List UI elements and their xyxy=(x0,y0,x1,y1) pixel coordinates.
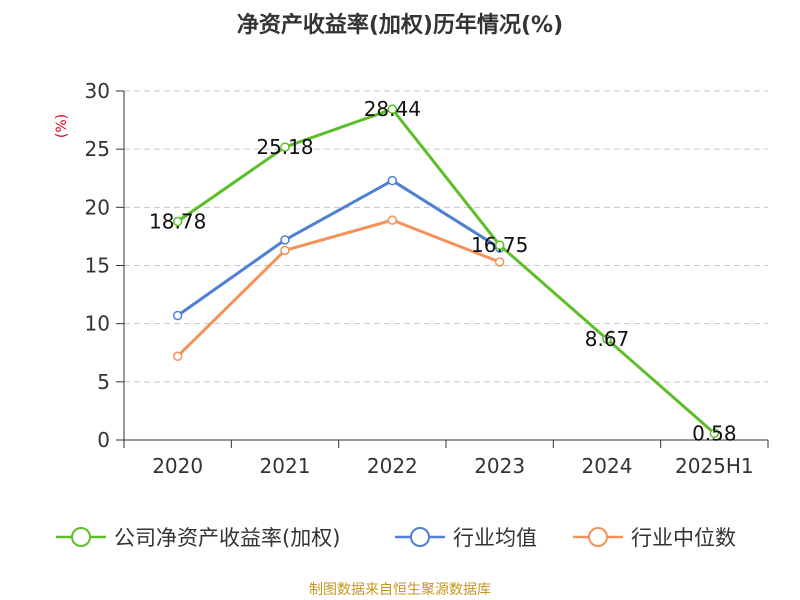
series-1-point-2022 xyxy=(387,175,398,186)
data-label-2025H1: 0.58 xyxy=(692,421,737,445)
gridlines xyxy=(124,90,768,383)
x-tick-label-2021: 2021 xyxy=(260,454,311,478)
source-note: 制图数据来自恒生聚源数据库 xyxy=(309,582,491,598)
legend-marker-0 xyxy=(71,527,91,547)
series-line-1 xyxy=(176,179,501,317)
x-tick-label-2025H1: 2025H1 xyxy=(675,454,754,478)
data-labels: 18.78 25.18 28.44 16.75 8.67 0.58 xyxy=(149,97,737,445)
axes: 0 5 10 15 20 25 30 2020 2021 2022 2023 2024 2025H1 xyxy=(85,79,769,478)
series-2-point-2021 xyxy=(280,245,290,256)
series-1-point-2021 xyxy=(280,235,290,245)
series-line-0 xyxy=(176,107,716,435)
y-axis-unit-label: (%) xyxy=(54,114,70,138)
y-tick-label-30: 30 xyxy=(85,79,110,103)
x-tick-label-2020: 2020 xyxy=(152,454,203,478)
y-tick-label-25: 25 xyxy=(85,137,110,161)
data-label-2021: 25.18 xyxy=(256,135,313,159)
y-tick-label-0: 0 xyxy=(97,428,110,452)
data-label-2024: 8.67 xyxy=(585,327,630,351)
series-lines xyxy=(172,104,720,439)
y-tick-label-20: 20 xyxy=(85,195,110,219)
series-0-point-2021 xyxy=(280,142,290,152)
series-2-point-2023 xyxy=(494,257,505,267)
legend: 公司净资产收益率(加权) 行业均值 行业中位数 xyxy=(56,526,736,550)
series-0-point-2020 xyxy=(172,216,183,227)
legend-label-0: 公司净资产收益率(加权) xyxy=(114,526,340,550)
legend-label-2: 行业中位数 xyxy=(631,526,736,550)
series-1-point-2020 xyxy=(172,310,183,321)
legend-marker-1 xyxy=(410,527,430,547)
series-2-point-2022 xyxy=(387,215,398,225)
legend-label-1: 行业均值 xyxy=(453,526,537,550)
legend-marker-2 xyxy=(588,527,608,547)
series-0-point-2025H1 xyxy=(709,428,720,439)
x-tick-label-2022: 2022 xyxy=(367,454,418,478)
series-0-point-2023 xyxy=(494,240,505,250)
data-label-2023: 16.75 xyxy=(471,233,528,257)
y-tick-label-15: 15 xyxy=(85,254,110,278)
x-tick-label-2023: 2023 xyxy=(474,454,525,478)
series-0-point-2022 xyxy=(387,104,398,114)
data-label-2020: 18.78 xyxy=(149,210,206,234)
series-2-point-2020 xyxy=(172,351,183,361)
y-tick-label-5: 5 xyxy=(97,370,110,394)
x-tick-label-2024: 2024 xyxy=(582,454,633,478)
chart-title: 净资产收益率(加权)历年情况(%) xyxy=(237,12,563,38)
data-label-2022: 28.44 xyxy=(364,97,421,121)
y-tick-label-10: 10 xyxy=(85,312,110,336)
series-line-2 xyxy=(176,218,501,358)
series-0-point-2024 xyxy=(602,334,612,344)
